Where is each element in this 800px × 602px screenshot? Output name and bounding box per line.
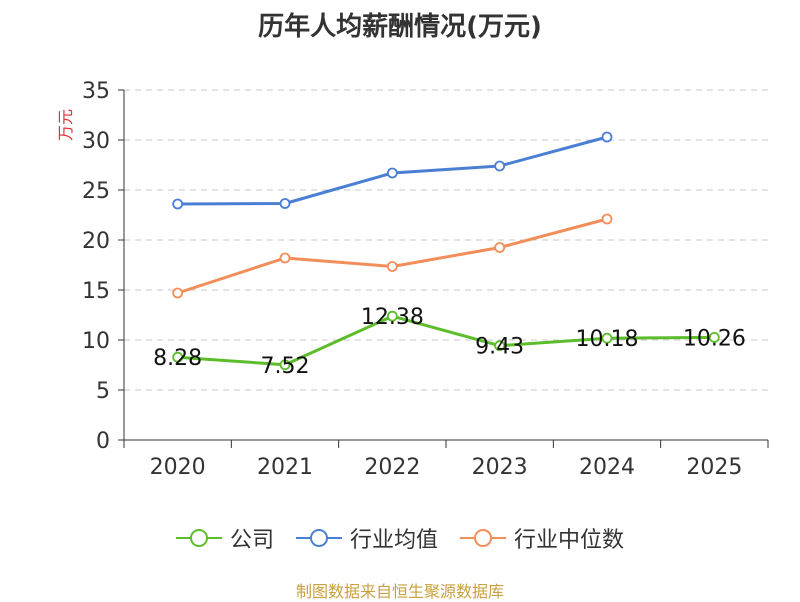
legend-label-company: 公司 (229, 528, 274, 553)
x-tick-label-2023: 2023 (472, 455, 528, 480)
y-tick-label-25: 25 (82, 179, 110, 204)
data-point-s0-2021 (279, 359, 291, 371)
data-point-s1-2020 (172, 198, 184, 210)
legend-marker-industry-average-icon (295, 529, 342, 547)
data-point-s2-2020 (172, 287, 184, 299)
y-tick-label-5: 5 (96, 379, 110, 404)
data-point-s0-2022 (386, 310, 398, 322)
legend-item-company[interactable]: 公司 (175, 522, 274, 554)
legend-marker-industry-median-icon (460, 529, 506, 547)
data-point-s2-2023 (494, 242, 506, 253)
data-label-2022: 12.38 (361, 305, 424, 330)
data-label-2024: 10.18 (576, 327, 639, 352)
data-point-s1-2023 (494, 160, 506, 172)
legend-item-industry-average[interactable]: 行业均值 (295, 522, 438, 554)
x-tick-label-2020: 2020 (150, 455, 206, 480)
y-tick-label-15: 15 (82, 279, 110, 304)
data-point-s0-2024 (601, 332, 613, 344)
data-point-s1-2022 (386, 167, 398, 179)
y-tick-label-30: 30 (82, 129, 110, 154)
chart-title: 历年人均薪酬情况(万元) (258, 12, 542, 42)
y-tick-label-10: 10 (82, 329, 110, 354)
legend-label-industry-average: 行业均值 (349, 528, 438, 553)
data-point-s0-2020 (172, 351, 184, 363)
y-tick-label-35: 35 (82, 79, 110, 104)
y-tick-label-0: 0 (96, 429, 110, 454)
source-note: 制图数据来自恒生聚源数据库 (295, 582, 504, 601)
x-tick-label-2022: 2022 (364, 455, 420, 480)
legend-item-industry-median[interactable]: 行业中位数 (460, 522, 624, 554)
data-point-s1-2021 (279, 198, 291, 209)
data-point-s0-2023 (494, 340, 506, 352)
x-tick-label-2021: 2021 (257, 455, 313, 480)
data-point-s2-2024 (601, 213, 613, 225)
data-point-s2-2022 (386, 261, 398, 272)
legend-label-industry-median: 行业中位数 (514, 528, 625, 553)
data-label-2021: 7.52 (261, 354, 310, 379)
data-point-s2-2021 (279, 252, 291, 264)
legend-marker-company-icon (175, 529, 222, 547)
series-line-2 (177, 217, 608, 295)
data-label-2025: 10.26 (683, 326, 746, 351)
data-point-s1-2024 (601, 131, 613, 143)
y-tick-label-20: 20 (82, 229, 110, 254)
x-tick-label-2024: 2024 (579, 455, 635, 480)
x-tick-label-2025: 2025 (686, 455, 742, 480)
legend: 公司 行业均值 行业中位数 (0, 520, 800, 556)
series-line-0 (177, 314, 715, 367)
data-label-2020: 8.28 (153, 346, 202, 371)
data-point-s0-2025 (708, 331, 720, 343)
data-label-2023: 9.43 (475, 335, 524, 360)
